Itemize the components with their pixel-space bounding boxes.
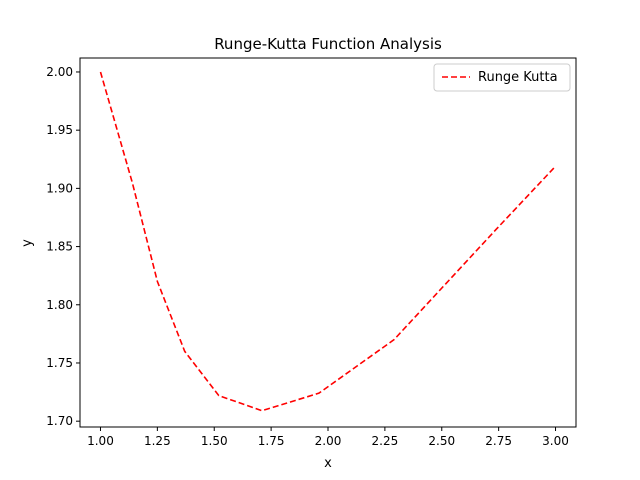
- x-tick-label: 2.50: [428, 434, 455, 448]
- y-tick-label: 1.85: [46, 240, 73, 254]
- x-tick-label: 1.25: [144, 434, 171, 448]
- legend-label: Runge Kutta: [478, 70, 558, 85]
- series-line-runge-kutta: [99, 71, 557, 412]
- x-axis-label: x: [324, 456, 332, 471]
- y-axis: 1.70 1.75 1.80 1.85 1.90 1.95 2.00: [46, 65, 80, 428]
- y-axis-label: y: [20, 239, 35, 247]
- plot-area: 1.00 1.25 1.50 1.75 2.00 2.25 2.50 2.75 3.00 1.7…: [46, 57, 577, 448]
- series-layer: [99, 71, 557, 412]
- x-tick-label: 1.00: [87, 434, 114, 448]
- y-tick-label: 2.00: [46, 65, 73, 79]
- x-tick-label: 2.25: [372, 434, 399, 448]
- y-tick-label: 1.70: [46, 414, 73, 428]
- x-tick-label: 1.50: [201, 434, 228, 448]
- y-tick-label: 1.90: [46, 181, 73, 195]
- y-tick-label: 1.80: [46, 298, 73, 312]
- chart-title: Runge-Kutta Function Analysis: [214, 35, 442, 53]
- x-tick-label: 2.00: [315, 434, 342, 448]
- x-tick-label: 1.75: [258, 434, 285, 448]
- legend: Runge Kutta: [433, 63, 571, 92]
- x-tick-label: 3.00: [542, 434, 569, 448]
- x-axis: 1.00 1.25 1.50 1.75 2.00 2.25 2.50 2.75 3.00: [87, 427, 569, 448]
- y-tick-label: 1.75: [46, 356, 73, 370]
- legend-box: [433, 63, 571, 92]
- y-tick-label: 1.95: [46, 123, 73, 137]
- x-tick-label: 2.75: [485, 434, 512, 448]
